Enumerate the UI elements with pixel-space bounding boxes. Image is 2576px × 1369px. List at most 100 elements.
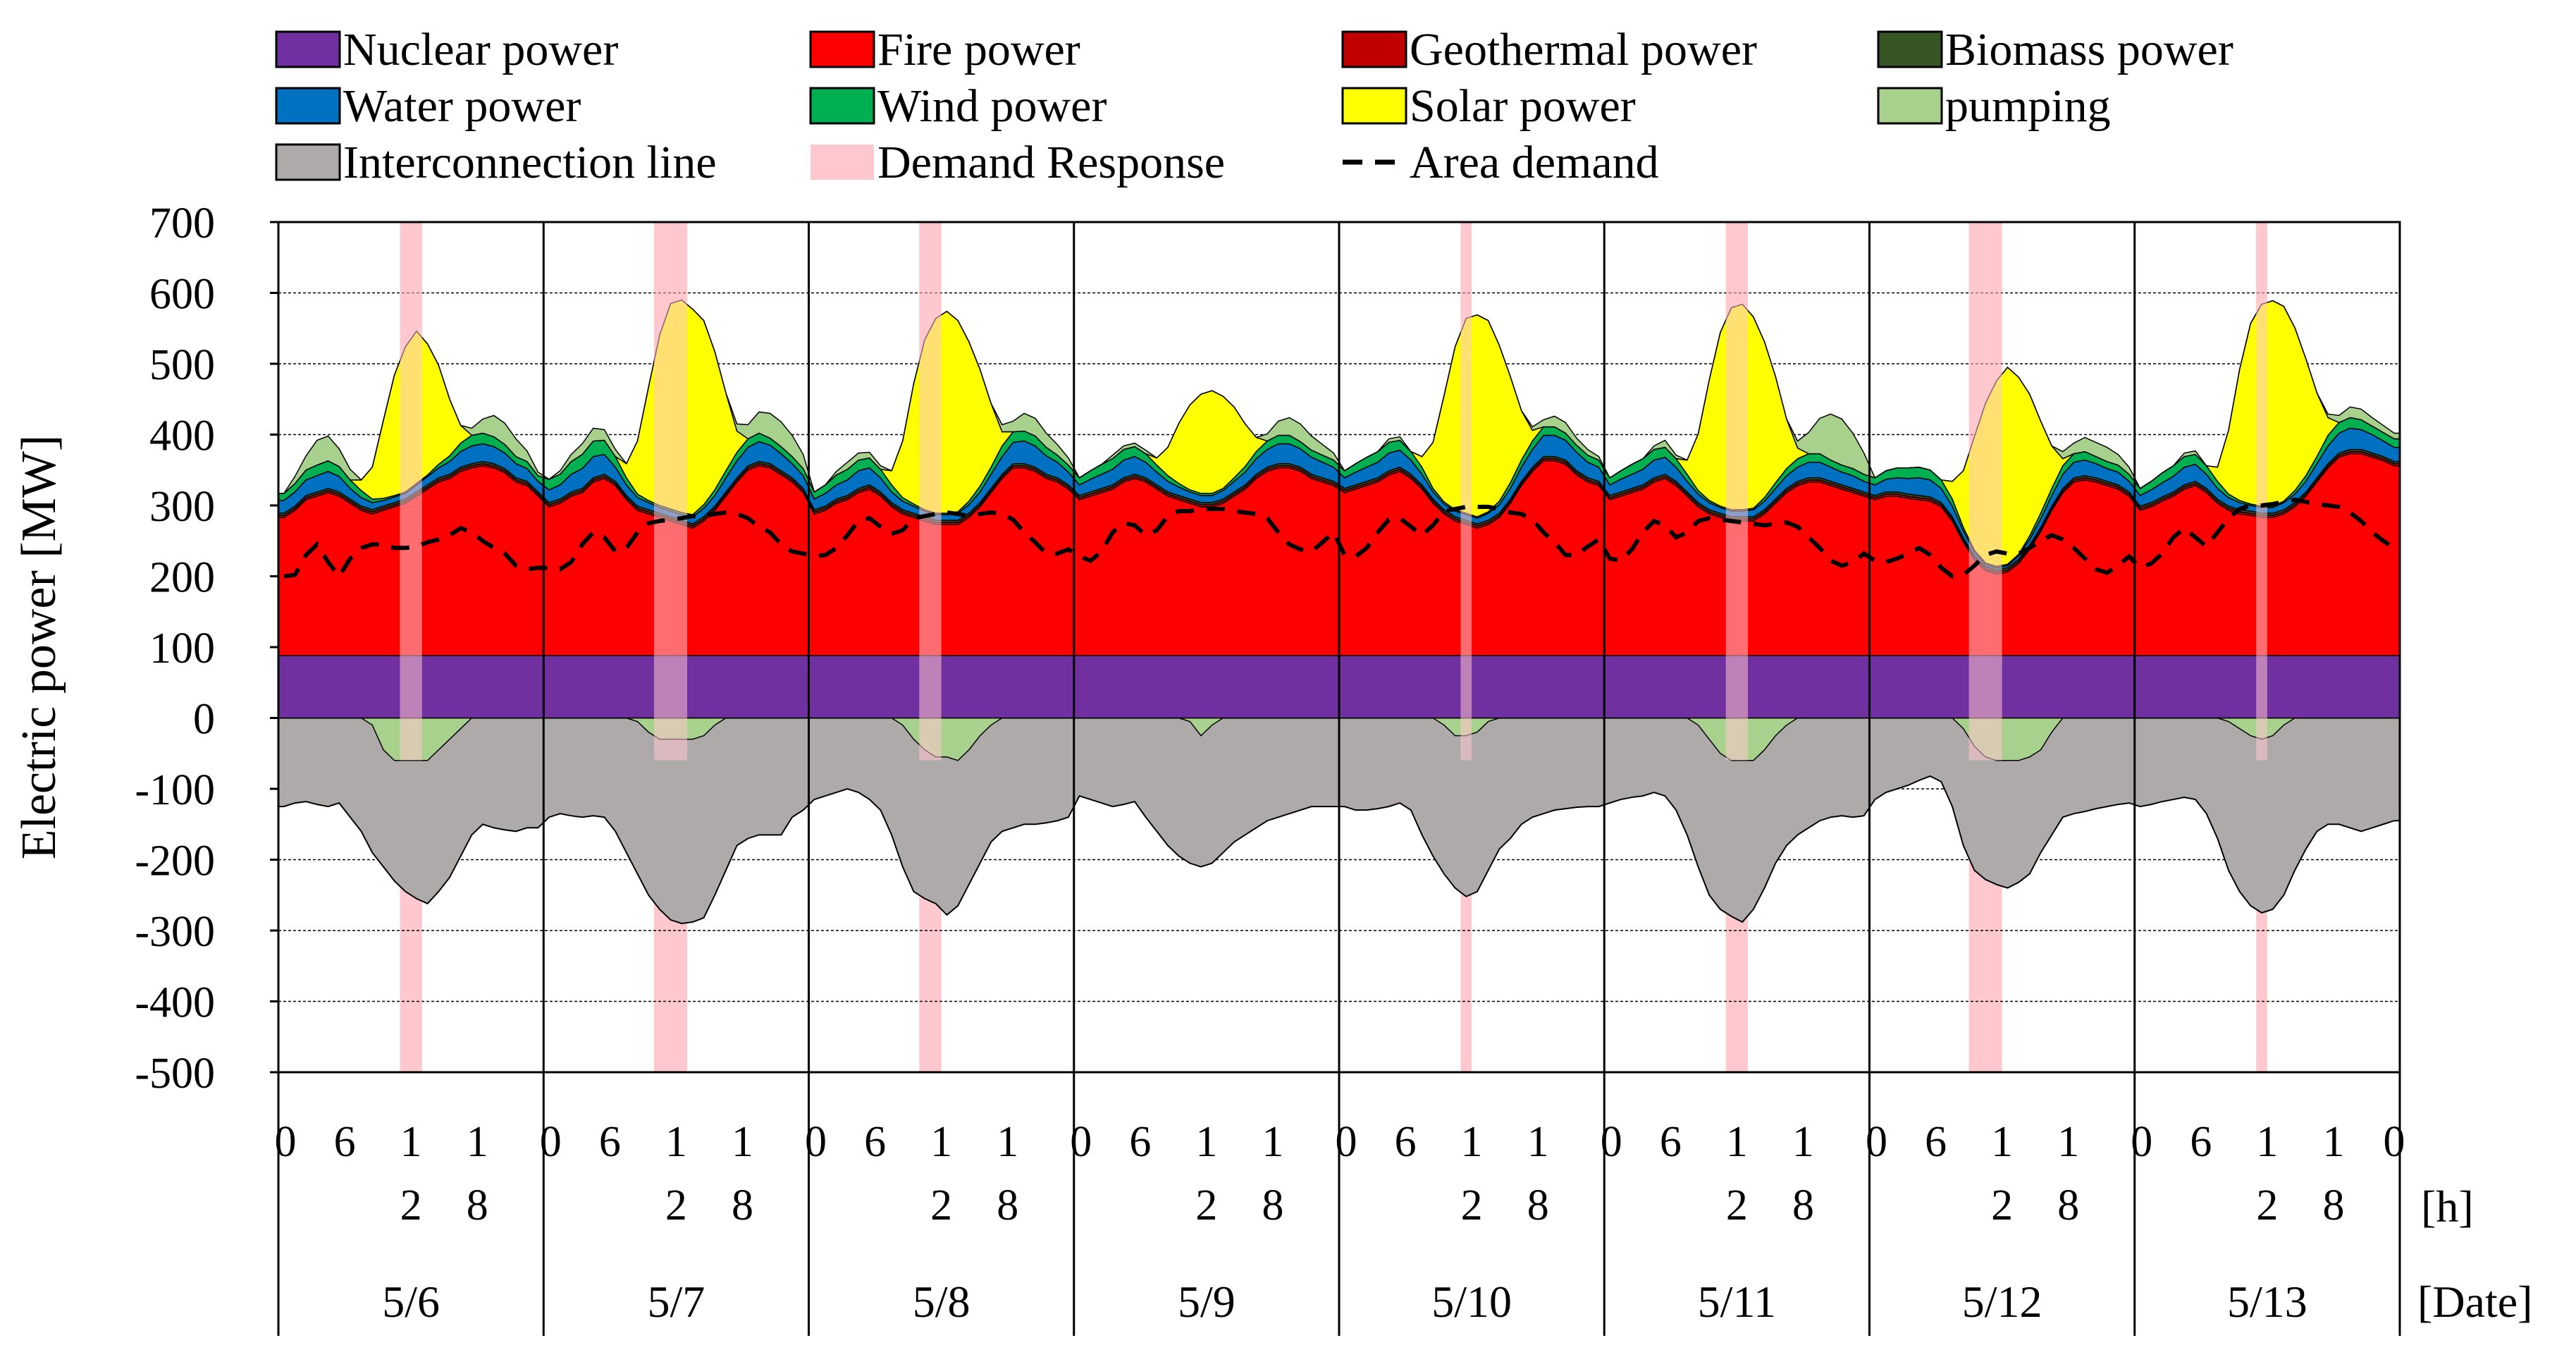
hour-tick-label: 6 — [1925, 1118, 1947, 1166]
legend-item: Area demand — [1343, 137, 1659, 188]
hour-tick-label: 1 — [2256, 1118, 2278, 1166]
hour-tick-label: 1 — [1792, 1118, 1814, 1166]
legend-label: Nuclear power — [343, 24, 618, 75]
y-tick-label: 200 — [149, 554, 215, 602]
hour-tick-label: 0 — [540, 1118, 562, 1166]
legend-item: pumping — [1877, 80, 2111, 132]
legend-label: Biomass power — [1945, 24, 2233, 75]
legend-swatch — [811, 145, 874, 180]
y-tick-label: 100 — [149, 625, 215, 673]
legend-item: Nuclear power — [275, 24, 618, 75]
legend-label: Area demand — [1410, 137, 1659, 188]
hour-tick-label: 1 — [997, 1118, 1018, 1166]
hour-tick-label: 1 — [665, 1118, 687, 1166]
hour-tick-label: 2 — [665, 1181, 687, 1229]
legend-label: Interconnection line — [343, 137, 717, 188]
hour-tick-label: 6 — [2190, 1118, 2212, 1166]
legend-item: Water power — [275, 80, 581, 132]
legend-label: Wind power — [877, 80, 1107, 132]
y-tick-label: 700 — [149, 199, 215, 247]
date-label: 5/6 — [382, 1277, 440, 1327]
legend-item: Wind power — [809, 80, 1107, 132]
legend-swatch — [1877, 87, 1943, 125]
legend-swatch — [1341, 30, 1407, 68]
demand-response-band-overlay — [1725, 222, 1749, 761]
hour-tick-label: 1 — [1195, 1118, 1217, 1166]
legend-swatch — [1877, 30, 1943, 68]
hour-tick-label: 0 — [1866, 1118, 1887, 1166]
hour-tick-label: 1 — [1527, 1118, 1549, 1166]
hour-tick-label-end: 0 — [2384, 1118, 2405, 1166]
date-label: 5/10 — [1431, 1277, 1512, 1327]
y-tick-label: 500 — [149, 341, 215, 389]
hour-tick-label: 2 — [1461, 1181, 1483, 1229]
y-tick-label: -400 — [135, 979, 215, 1027]
demand-response-band-overlay — [919, 222, 942, 761]
y-tick-label: -200 — [135, 837, 215, 885]
hour-tick-label: 1 — [2322, 1118, 2344, 1166]
hour-tick-label: 0 — [275, 1118, 297, 1166]
hour-tick-label: 6 — [864, 1118, 886, 1166]
demand-response-band-overlay — [400, 222, 422, 761]
legend-label: pumping — [1945, 80, 2111, 132]
hour-tick-label: 0 — [805, 1118, 827, 1166]
demand-response-band-overlay — [1460, 222, 1472, 761]
date-label: 5/8 — [913, 1277, 970, 1327]
hour-tick-label: 0 — [2131, 1118, 2152, 1166]
legend-label: Water power — [343, 80, 581, 132]
date-label: 5/9 — [1178, 1277, 1235, 1327]
demand-response-band-overlay — [1968, 222, 2002, 761]
y-tick-label: 400 — [149, 412, 215, 460]
y-tick-label: -300 — [135, 908, 215, 956]
hour-tick-label: 0 — [1601, 1118, 1622, 1166]
hour-tick-label: 0 — [1336, 1118, 1357, 1166]
legend-swatch — [1341, 87, 1407, 125]
hour-tick-label: 0 — [1070, 1118, 1092, 1166]
hour-tick-label: 2 — [2256, 1181, 2278, 1229]
legend-label: Geothermal power — [1410, 24, 1757, 75]
hour-tick-label: 2 — [400, 1181, 422, 1229]
legend-swatch — [809, 30, 875, 68]
legend-swatch — [275, 87, 341, 125]
hour-tick-label: 6 — [1660, 1118, 1682, 1166]
legend-label: Fire power — [877, 24, 1080, 75]
hour-tick-label: 6 — [1395, 1118, 1417, 1166]
hour-tick-label: 8 — [732, 1181, 753, 1229]
hour-tick-label: 2 — [1195, 1181, 1217, 1229]
legend-item: Geothermal power — [1341, 24, 1757, 75]
hour-tick-label: 1 — [1461, 1118, 1483, 1166]
legend-swatch — [809, 87, 875, 125]
hour-tick-label: 8 — [997, 1181, 1018, 1229]
demand-response-band-overlay — [2256, 222, 2267, 761]
date-label: 5/11 — [1698, 1277, 1776, 1327]
hour-tick-label: 8 — [1527, 1181, 1549, 1229]
legend-label: Demand Response — [877, 137, 1225, 188]
y-tick-label: 600 — [149, 271, 215, 319]
y-axis: 700 600 500 400 300 200 100 0 -100 -200 -300 -400 -5… — [135, 199, 278, 1098]
hour-tick-label: 2 — [1726, 1181, 1748, 1229]
hour-tick-label: 6 — [599, 1118, 621, 1166]
hour-tick-label: 1 — [2057, 1118, 2079, 1166]
legend-item: Fire power — [809, 24, 1080, 75]
legend-swatch — [275, 143, 341, 181]
legend: Nuclear power Fire power Geothermal power B… — [275, 24, 2233, 188]
hour-tick-label: 1 — [732, 1118, 753, 1166]
y-axis-label: Electric power [MW] — [12, 435, 66, 860]
legend-item: Interconnection line — [275, 137, 717, 188]
hour-tick-label: 2 — [1991, 1181, 2013, 1229]
hour-tick-label: 1 — [1262, 1118, 1283, 1166]
hour-tick-label: 1 — [930, 1118, 952, 1166]
date-label: 5/7 — [647, 1277, 705, 1327]
y-tick-label: 0 — [193, 696, 215, 744]
hour-tick-label: 8 — [2322, 1181, 2344, 1229]
y-tick-label: -500 — [135, 1050, 215, 1098]
hour-tick-label: 1 — [1726, 1118, 1748, 1166]
date-unit-label: [Date] — [2417, 1277, 2532, 1327]
legend-item: Biomass power — [1877, 24, 2233, 75]
hour-tick-label: 8 — [1262, 1181, 1283, 1229]
hour-tick-label: 6 — [1129, 1118, 1151, 1166]
legend-item: Demand Response — [811, 137, 1225, 188]
hour-tick-label: 6 — [334, 1118, 356, 1166]
y-tick-label: -100 — [135, 766, 215, 814]
